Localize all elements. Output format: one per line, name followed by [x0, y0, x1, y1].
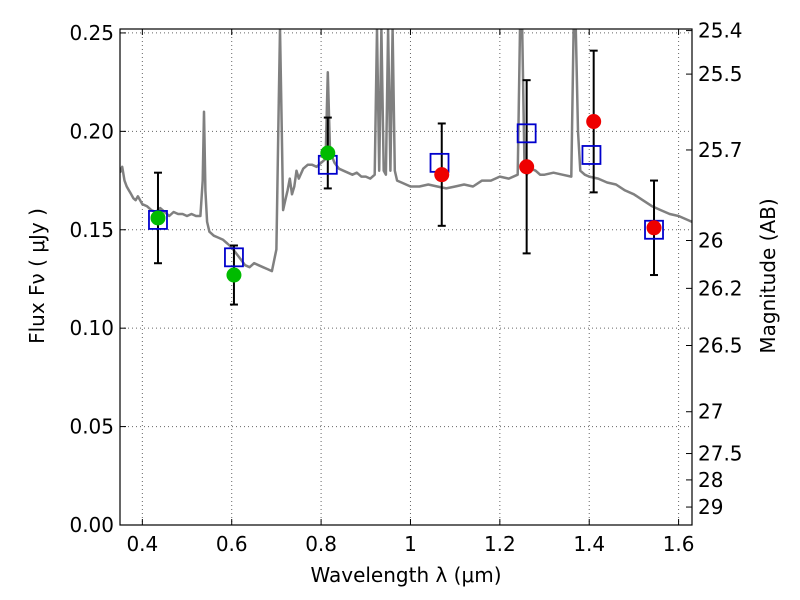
- green-data-point: [150, 210, 166, 226]
- red-data-point: [519, 159, 535, 175]
- model-squares: [148, 123, 664, 268]
- y2-tick-label: 27.5: [698, 442, 743, 466]
- y-tick-labels: 0.00 0.05 0.10 0.15 0.20 0.25: [69, 21, 114, 537]
- y2-tick-label: 26: [698, 229, 723, 253]
- red-data-point: [646, 220, 662, 236]
- y-axis-label: Flux Fν ( μJy ): [25, 208, 49, 344]
- y-tick-label: 0.20: [69, 119, 114, 143]
- spectrum-line: [120, 29, 692, 273]
- y2-tick-label: 27: [698, 400, 723, 424]
- model-square: [581, 145, 602, 165]
- y2-tick-label: 29: [698, 495, 723, 519]
- green-data-point: [226, 267, 242, 283]
- y-tick-label: 0.05: [69, 415, 114, 439]
- x-tick-labels: 0.4 0.6 0.8 1 1.2 1.4 1.6: [126, 532, 694, 556]
- y2-tick-label: 25.4: [698, 19, 743, 43]
- x-tick-label: 1: [404, 532, 417, 556]
- x-tick-label: 0.6: [216, 532, 248, 556]
- y-tick-label: 0.15: [69, 218, 114, 242]
- grid: [120, 29, 692, 526]
- x-tick-label: 1.2: [484, 532, 516, 556]
- y2-tick-label: 28: [698, 468, 723, 492]
- x-tick-label: 0.8: [305, 532, 337, 556]
- x-tick-label: 1.4: [573, 532, 605, 556]
- x-tick-label: 0.4: [126, 532, 158, 556]
- y-tick-label: 0.25: [69, 21, 114, 45]
- y-tick-label: 0.10: [69, 316, 114, 340]
- y-tick-label: 0.00: [69, 513, 114, 537]
- red-data-point: [434, 167, 450, 183]
- plot-frame: [119, 28, 693, 526]
- x-tick-label: 1.6: [663, 532, 695, 556]
- ticks: [120, 29, 692, 526]
- model-square: [516, 123, 537, 144]
- green-data-point: [320, 145, 336, 161]
- y2-tick-label: 25.5: [698, 62, 743, 86]
- model-square: [224, 247, 244, 268]
- red-data-point: [586, 114, 602, 130]
- x-axis-label: Wavelength λ (μm): [310, 563, 501, 587]
- y2-axis-label: Magnitude (AB): [756, 198, 780, 353]
- spectrum-layer: [120, 29, 692, 273]
- y2-tick-label: 25.7: [698, 138, 743, 162]
- y2-tick-labels: 25.4 25.5 25.7 26 26.2 26.5 27 27.528 29: [698, 19, 743, 519]
- data-points: [150, 114, 662, 283]
- y2-tick-label: 26.5: [698, 333, 743, 357]
- y2-tick-label: 26.2: [698, 276, 743, 300]
